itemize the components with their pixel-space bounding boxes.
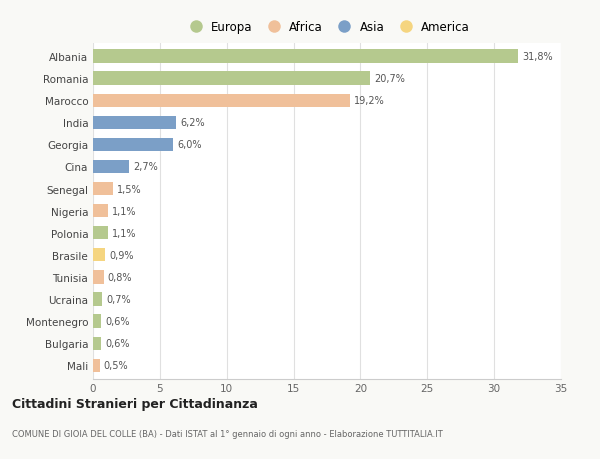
Text: 19,2%: 19,2% <box>354 96 385 106</box>
Bar <box>93 139 173 151</box>
Text: 0,5%: 0,5% <box>104 360 128 370</box>
Bar <box>93 205 108 218</box>
Text: COMUNE DI GIOIA DEL COLLE (BA) - Dati ISTAT al 1° gennaio di ogni anno - Elabora: COMUNE DI GIOIA DEL COLLE (BA) - Dati IS… <box>12 429 443 438</box>
Text: 0,6%: 0,6% <box>105 338 130 348</box>
Text: 31,8%: 31,8% <box>522 52 553 62</box>
Text: 20,7%: 20,7% <box>374 74 404 84</box>
Text: 1,1%: 1,1% <box>112 228 136 238</box>
Text: 0,7%: 0,7% <box>106 294 131 304</box>
Bar <box>93 271 104 284</box>
Bar <box>93 293 103 306</box>
Text: 0,8%: 0,8% <box>108 272 132 282</box>
Bar <box>93 116 176 129</box>
Text: 2,7%: 2,7% <box>133 162 158 172</box>
Bar <box>93 249 105 262</box>
Bar <box>93 337 101 350</box>
Text: 1,1%: 1,1% <box>112 206 136 216</box>
Bar <box>93 161 129 174</box>
Bar <box>93 359 100 372</box>
Bar <box>93 183 113 196</box>
Text: Cittadini Stranieri per Cittadinanza: Cittadini Stranieri per Cittadinanza <box>12 397 258 410</box>
Bar <box>93 315 101 328</box>
Bar <box>93 72 370 85</box>
Text: 0,9%: 0,9% <box>109 250 134 260</box>
Text: 6,2%: 6,2% <box>180 118 205 128</box>
Bar <box>93 50 518 63</box>
Text: 1,5%: 1,5% <box>117 184 142 194</box>
Text: 6,0%: 6,0% <box>177 140 202 150</box>
Text: 0,6%: 0,6% <box>105 316 130 326</box>
Bar <box>93 227 108 240</box>
Legend: Europa, Africa, Asia, America: Europa, Africa, Asia, America <box>184 22 470 34</box>
Bar <box>93 94 350 107</box>
